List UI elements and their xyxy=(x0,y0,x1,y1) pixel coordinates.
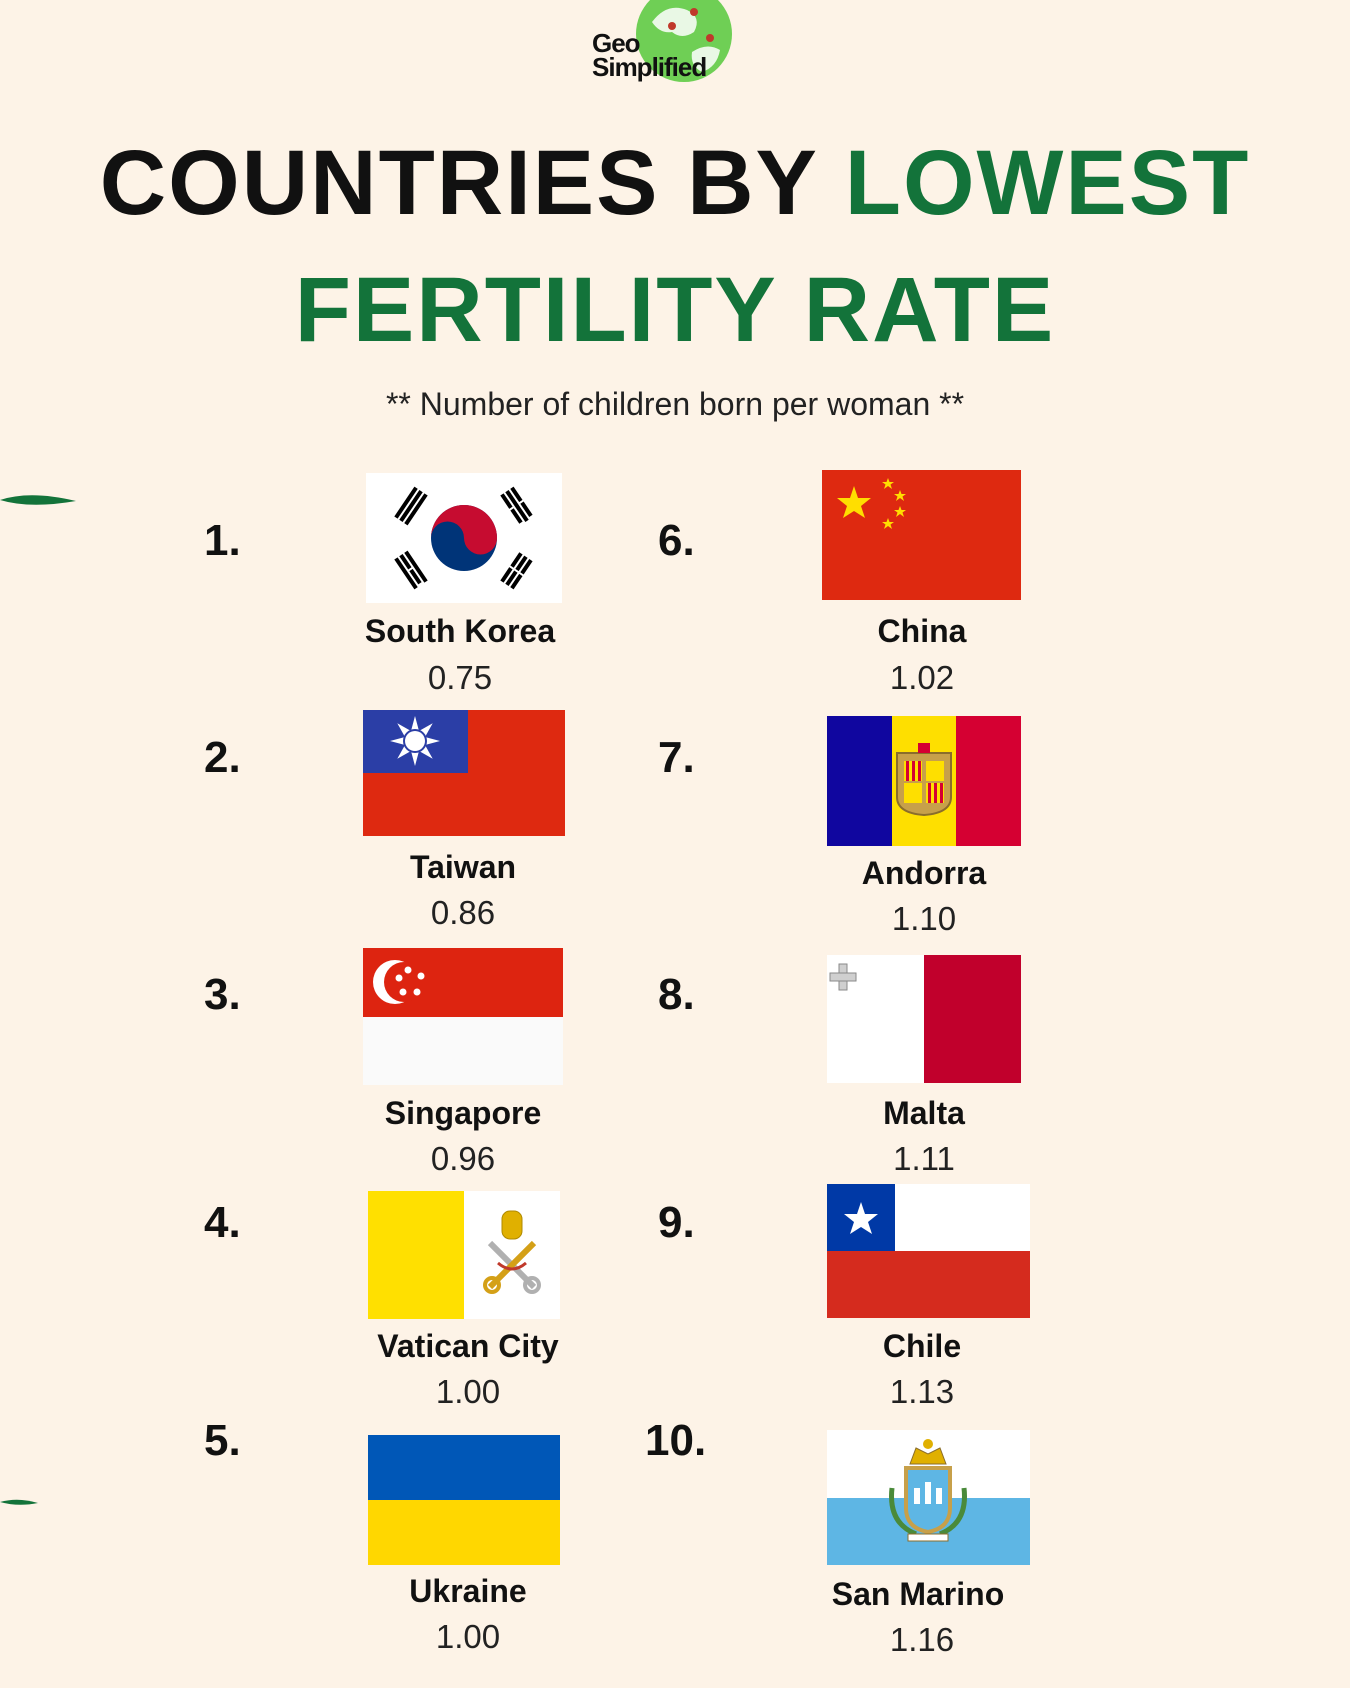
fertility-value: 1.10 xyxy=(891,900,957,937)
country-name: China xyxy=(877,613,967,649)
country-name: South Korea xyxy=(364,613,556,649)
rank-10: 10. xyxy=(645,1416,707,1465)
south-korea-flag xyxy=(366,473,562,603)
fertility-value: 1.00 xyxy=(435,1618,501,1655)
rank-8: 8. xyxy=(658,970,695,1019)
country-name: Chile xyxy=(882,1328,962,1364)
brand-line1: Geo xyxy=(592,28,641,58)
san-marino-flag xyxy=(827,1430,1030,1565)
brand-logo: Geo Simplified xyxy=(588,0,738,92)
fertility-value: 1.02 xyxy=(889,659,955,696)
singapore-flag xyxy=(363,948,563,1085)
rank-5: 5. xyxy=(204,1416,241,1465)
title-highlight: LOWEST xyxy=(844,132,1251,234)
country-name: Ukraine xyxy=(409,1573,527,1609)
rank-3: 3. xyxy=(204,970,241,1019)
vatican-city-flag xyxy=(368,1191,560,1319)
globe-icon xyxy=(636,0,732,82)
brand-line2: Simplified xyxy=(592,52,707,82)
taiwan-flag xyxy=(363,710,565,836)
country-name: Vatican City xyxy=(377,1328,559,1364)
andorra-flag xyxy=(827,716,1021,846)
country-name: Singapore xyxy=(384,1095,542,1131)
chile-flag xyxy=(827,1184,1030,1318)
rank-9: 9. xyxy=(658,1198,695,1247)
ukraine-flag xyxy=(368,1435,560,1565)
page-title-line2: FERTILITY RATE xyxy=(294,259,1056,361)
country-name: Andorra xyxy=(861,855,987,891)
rank-1: 1. xyxy=(204,516,241,565)
page-title-line1: COUNTRIES BY LOWEST xyxy=(0,133,1350,233)
fertility-value: 0.75 xyxy=(427,659,493,696)
fertility-value: 1.11 xyxy=(893,1140,955,1177)
fertility-value: 0.96 xyxy=(430,1140,496,1177)
country-name: San Marino xyxy=(831,1576,1005,1612)
china-flag xyxy=(822,470,1021,600)
rank-4: 4. xyxy=(204,1198,241,1247)
rank-6: 6. xyxy=(658,516,695,565)
subtitle: ** Number of children born per woman ** xyxy=(385,386,965,422)
country-name: Taiwan xyxy=(409,849,517,885)
leaf-decoration-top xyxy=(0,495,76,505)
rank-7: 7. xyxy=(658,733,695,782)
rank-2: 2. xyxy=(204,733,241,782)
malta-flag xyxy=(827,955,1021,1083)
fertility-value: 1.16 xyxy=(889,1621,955,1658)
fertility-value: 0.86 xyxy=(430,894,496,931)
fertility-value: 1.13 xyxy=(889,1373,955,1410)
leaf-decoration-bottom xyxy=(0,1499,38,1505)
country-name: Malta xyxy=(883,1095,965,1131)
fertility-value: 1.00 xyxy=(435,1373,501,1410)
title-part1: COUNTRIES BY xyxy=(99,132,845,234)
